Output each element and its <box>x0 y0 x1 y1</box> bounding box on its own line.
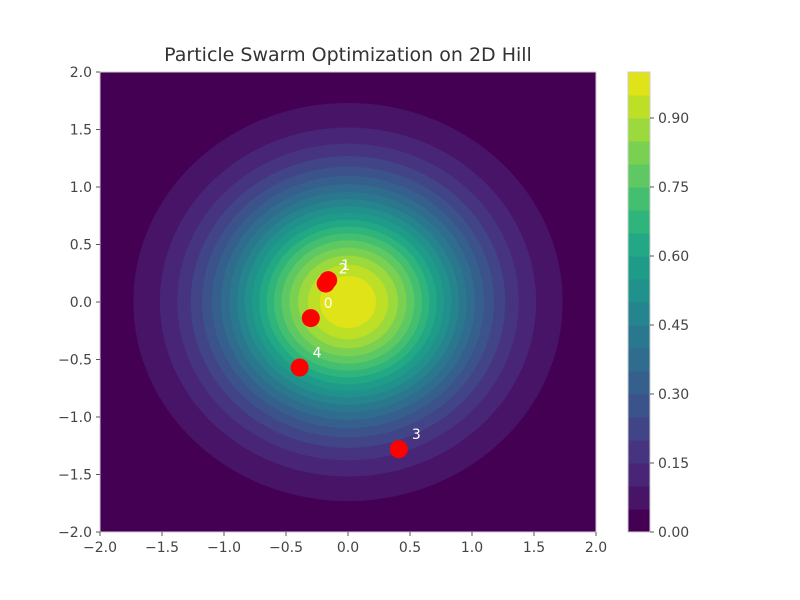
colorbar-segment <box>628 187 650 211</box>
colorbar-segment <box>628 233 650 257</box>
colorbar-segment <box>628 394 650 418</box>
colorbar: 0.00 0.15 0.30 0.45 0.60 0.75 0.90 <box>627 71 689 541</box>
x-tick-label: 1.5 <box>523 540 545 556</box>
colorbar-tick-label: 0.15 <box>658 456 689 472</box>
y-tick-label: −0.5 <box>58 353 92 369</box>
colorbar-segment <box>628 440 650 464</box>
x-tick-label: −1.0 <box>207 540 241 556</box>
colorbar-tick-label: 0.60 <box>658 249 689 265</box>
x-tick-label: 1.0 <box>461 540 483 556</box>
chart-title: Particle Swarm Optimization on 2D Hill <box>164 44 532 66</box>
colorbar-segment <box>628 95 650 119</box>
colorbar-segment <box>628 417 650 441</box>
particle-point <box>316 274 335 293</box>
x-tick-label: 2.0 <box>585 540 607 556</box>
colorbar-segment <box>628 509 650 533</box>
colorbar-segment <box>628 348 650 372</box>
particle-point <box>389 440 408 459</box>
x-tick-label: −1.5 <box>145 540 179 556</box>
colorbar-segment <box>628 210 650 234</box>
y-tick-label: −1.0 <box>58 410 92 426</box>
x-tick-label: −2.0 <box>83 540 117 556</box>
x-tick-label: 0.0 <box>337 540 359 556</box>
colorbar-tick-label: 0.30 <box>658 387 689 403</box>
y-tick-label: 1.0 <box>70 180 92 196</box>
y-tick-label: −2.0 <box>58 525 92 541</box>
colorbar-tick-label: 0.90 <box>658 111 689 127</box>
particle-label: 2 <box>339 262 348 278</box>
particle-label: 3 <box>412 427 421 443</box>
y-tick-label: 0.0 <box>70 295 92 311</box>
contour-fill <box>100 72 596 532</box>
x-axis: −2.0 −1.5 −1.0 −0.5 0.0 0.5 1.0 1.5 2.0 <box>83 532 607 556</box>
particle-label: 0 <box>324 296 333 312</box>
colorbar-segment <box>628 72 650 96</box>
colorbar-segment <box>628 486 650 510</box>
particle-point <box>290 358 309 377</box>
x-tick-label: 0.5 <box>399 540 421 556</box>
colorbar-segment <box>628 164 650 188</box>
colorbar-tick-label: 0.75 <box>658 180 689 196</box>
y-tick-label: 2.0 <box>70 65 92 81</box>
y-tick-label: 1.5 <box>70 123 92 139</box>
colorbar-segment <box>628 302 650 326</box>
colorbar-tick-label: 0.00 <box>658 525 689 541</box>
x-tick-label: −0.5 <box>269 540 303 556</box>
y-tick-label: 0.5 <box>70 238 92 254</box>
colorbar-segment <box>628 325 650 349</box>
colorbar-tick-label: 0.45 <box>658 318 689 334</box>
colorbar-segment <box>628 118 650 142</box>
contour-band <box>319 275 377 329</box>
colorbar-segment <box>628 141 650 165</box>
colorbar-segment <box>628 256 650 280</box>
colorbar-segment <box>628 279 650 303</box>
colorbar-frame <box>627 71 651 533</box>
particle-point <box>301 309 320 328</box>
y-axis: −2.0 −1.5 −1.0 −0.5 0.0 0.5 1.0 1.5 2.0 <box>58 65 100 541</box>
particle-label: 4 <box>313 346 322 362</box>
particles: 0 12 3 4 <box>290 258 421 459</box>
y-tick-label: −1.5 <box>58 468 92 484</box>
colorbar-segment <box>628 371 650 395</box>
colorbar-segment <box>628 463 650 487</box>
particle-label: 1 <box>341 258 350 274</box>
